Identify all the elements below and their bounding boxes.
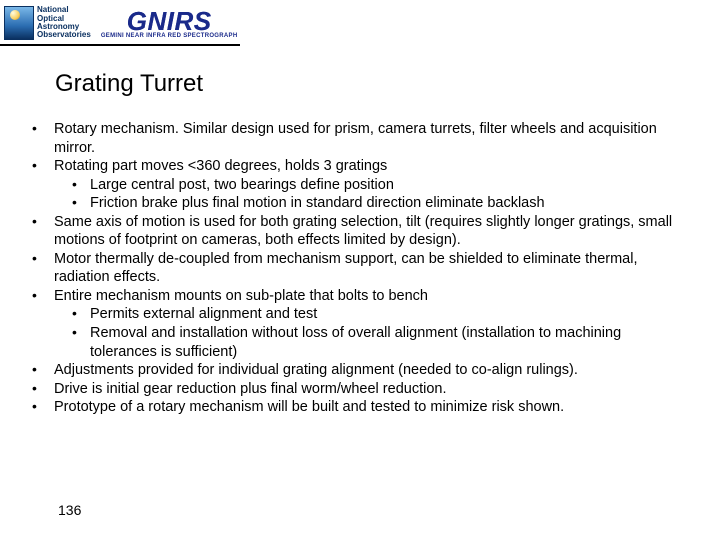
list-item-text: Rotary mechanism. Similar design used fo… [54, 121, 657, 156]
header-divider [0, 44, 240, 46]
sub-list-item: Large central post, two bearings define … [54, 176, 690, 195]
list-item: Entire mechanism mounts on sub-plate tha… [18, 287, 690, 361]
sub-list-item: Permits external alignment and test [54, 305, 690, 324]
bullet-list: Rotary mechanism. Similar design used fo… [18, 120, 690, 417]
list-item-text: Motor thermally de-coupled from mechanis… [54, 251, 638, 286]
list-item-text: Entire mechanism mounts on sub-plate tha… [54, 288, 428, 304]
sub-list: Large central post, two bearings define … [54, 176, 690, 213]
gnirs-logo-subtitle: GEMINI NEAR INFRA RED SPECTROGRAPH [101, 33, 238, 39]
observatory-icon [4, 6, 34, 40]
list-item-text: Rotating part moves <360 degrees, holds … [54, 158, 387, 174]
list-item: Same axis of motion is used for both gra… [18, 213, 690, 250]
list-item: Adjustments provided for individual grat… [18, 361, 690, 380]
list-item: Rotating part moves <360 degrees, holds … [18, 157, 690, 213]
list-item-text: Same axis of motion is used for both gra… [54, 214, 672, 249]
sub-list: Permits external alignment and testRemov… [54, 305, 690, 361]
noao-line: Observatories [37, 31, 91, 39]
gnirs-logo: GNIRS GEMINI NEAR INFRA RED SPECTROGRAPH [101, 8, 238, 39]
content-area: Rotary mechanism. Similar design used fo… [0, 120, 720, 417]
list-item-text: Drive is initial gear reduction plus fin… [54, 381, 446, 397]
list-item: Drive is initial gear reduction plus fin… [18, 380, 690, 399]
list-item: Motor thermally de-coupled from mechanis… [18, 250, 690, 287]
list-item: Prototype of a rotary mechanism will be … [18, 398, 690, 417]
noao-logo-text: National Optical Astronomy Observatories [37, 6, 91, 40]
noao-logo: National Optical Astronomy Observatories [4, 6, 91, 40]
sub-list-item: Friction brake plus final motion in stan… [54, 194, 690, 213]
page-title: Grating Turret [55, 70, 720, 98]
list-item-text: Prototype of a rotary mechanism will be … [54, 399, 564, 415]
header: National Optical Astronomy Observatories… [0, 0, 720, 42]
list-item: Rotary mechanism. Similar design used fo… [18, 120, 690, 157]
sub-list-item: Removal and installation without loss of… [54, 324, 690, 361]
page-number: 136 [58, 502, 81, 518]
list-item-text: Adjustments provided for individual grat… [54, 362, 578, 378]
gnirs-logo-text: GNIRS [127, 8, 212, 34]
